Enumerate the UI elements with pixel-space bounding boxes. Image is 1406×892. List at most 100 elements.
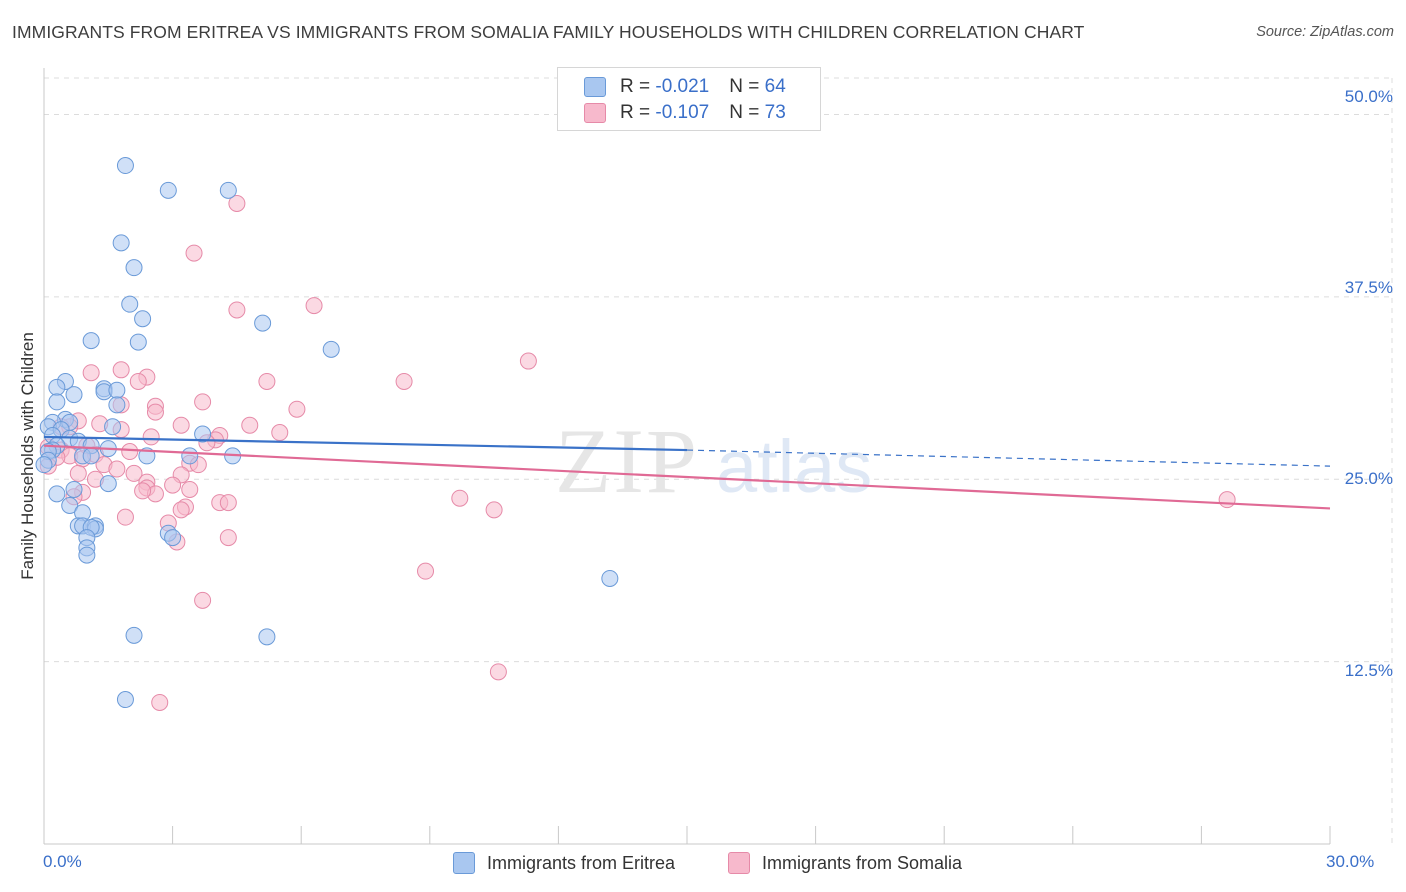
eritrea-point [121,295,139,313]
eritrea-point [78,546,96,564]
somalia-point [121,443,139,461]
eritrea-point [48,378,66,396]
watermark-atlas: atlas [716,425,872,508]
eritrea-point [322,340,340,358]
eritrea-point [104,418,122,436]
somalia-point [271,424,289,442]
somalia-point [228,301,246,319]
somalia-point [129,372,147,390]
eritrea-n-value: 64 [764,76,786,97]
y-tick-label: 37.5% [1344,278,1393,297]
legend-item-eritrea: Immigrants from Eritrea [453,852,675,874]
eritrea-trend-line [43,435,688,452]
somalia-n-value: 73 [764,102,786,123]
eritrea-point [65,480,83,498]
y-tick-label: 25.0% [1344,469,1393,488]
somalia-point [258,372,276,390]
somalia-swatch [584,103,606,123]
stats-legend: R = -0.021 N = 64 R = -0.107 N = 73 [557,67,821,131]
eritrea-point [159,181,177,199]
eritrea-n-label: N = [729,76,765,97]
somalia-trend-line [43,444,1331,510]
eritrea-point [48,485,66,503]
eritrea-point [194,425,212,443]
somalia-point [134,482,152,500]
eritrea-point [65,386,83,404]
somalia-point [395,372,413,390]
somalia-point [112,361,130,379]
eritrea-point [108,381,126,399]
eritrea-point [82,447,100,465]
eritrea-point [82,332,100,350]
somalia-point [288,400,306,418]
legend-row-somalia: R = -0.107 N = 73 [584,100,786,126]
eritrea-r-label: R = [620,76,656,97]
somalia-point [417,562,435,580]
eritrea-point [48,393,66,411]
eritrea-point [258,628,276,646]
somalia-point [82,364,100,382]
legend-item-somalia: Immigrants from Somalia [728,852,962,874]
somalia-point [485,501,503,519]
eritrea-point [254,314,272,332]
somalia-point [142,428,160,446]
somalia-point [489,663,507,681]
somalia-point [451,489,469,507]
y-tick-label: 50.0% [1344,87,1393,106]
somalia-point [228,194,246,212]
eritrea-point [125,626,143,644]
somalia-point [194,591,212,609]
somalia-n-label: N = [729,102,765,123]
y-tick-label: 12.5% [1344,661,1393,680]
somalia-point [241,416,259,434]
eritrea-point [112,234,130,252]
somalia-point [172,416,190,434]
watermark-zip: ZIP [555,410,699,512]
eritrea-point [116,157,134,175]
eritrea-point [129,333,147,351]
eritrea-point [601,569,619,587]
somalia-point [172,501,190,519]
eritrea-point [116,691,134,709]
somalia-point [146,403,164,421]
eritrea-point [61,497,79,515]
eritrea-r-value: -0.021 [655,76,710,97]
somalia-point [151,693,169,711]
eritrea-point [219,181,237,199]
trend-lines [43,435,1331,510]
somalia-r-value: -0.107 [655,102,710,123]
eritrea-legend-label: Immigrants from Eritrea [487,852,676,873]
somalia-point [164,476,182,494]
eritrea-legend-swatch [453,852,475,874]
x-tick-label: 0.0% [43,852,82,871]
somalia-point [116,508,134,526]
y-axis-label: Family Households with Children [18,332,37,580]
somalia-point [519,352,537,370]
somalia-legend-label: Immigrants from Somalia [762,852,963,873]
x-tick-label: 30.0% [1326,852,1375,871]
somalia-point [219,494,237,512]
somalia-point [108,460,126,478]
legend-row-eritrea: R = -0.021 N = 64 [584,74,786,100]
eritrea-point [35,456,53,474]
eritrea-point [134,310,152,328]
chart-title: IMMIGRANTS FROM ERITREA VS IMMIGRANTS FR… [12,22,1085,42]
eritrea-point [99,475,117,493]
somalia-point [219,529,237,547]
somalia-point [69,464,87,482]
eritrea-point [108,396,126,414]
somalia-r-label: R = [620,102,656,123]
eritrea-point [164,529,182,547]
somalia-point [305,297,323,315]
somalia-point [194,393,212,411]
eritrea-trend-extension [686,449,1331,467]
somalia-point [185,244,203,262]
watermark: ZIP atlas [555,410,872,512]
somalia-point [1218,491,1236,509]
somalia-legend-swatch [728,852,750,874]
somalia-point [125,464,143,482]
eritrea-point [125,259,143,277]
somalia-point [181,480,199,498]
source-note: Source: ZipAtlas.com [1256,24,1394,40]
